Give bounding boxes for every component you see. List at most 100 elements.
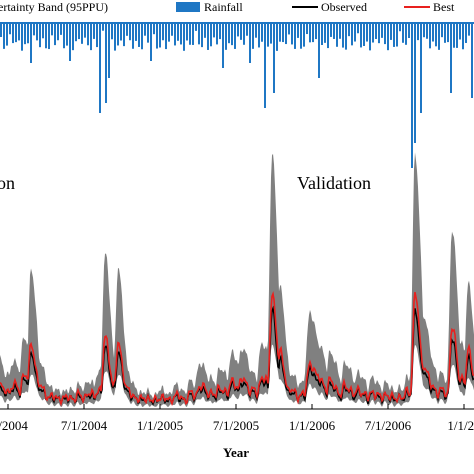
rainfall-bar — [105, 23, 107, 103]
rainfall-bar — [48, 23, 50, 50]
rainfall-bar — [0, 23, 2, 37]
legend: ertainty Band (95PPU) Rainfall Observed … — [0, 0, 455, 14]
rainfall-bar — [297, 23, 299, 38]
rainfall-bar — [279, 23, 281, 42]
rainfall-bar — [225, 23, 227, 50]
rainfall-bar — [267, 23, 269, 47]
rainfall-bar — [12, 23, 14, 44]
rainfall-bar — [120, 23, 122, 41]
rainfall-bar — [294, 23, 296, 49]
x-axis-ticks: /1/2004 7/1/2004 1/1/2005 7/1/2005 1/1/2006 7… — [0, 404, 474, 433]
rainfall-bar — [312, 23, 314, 43]
rainfall-bar — [318, 23, 320, 78]
rainfall-bar — [378, 23, 380, 44]
rainfall-bar — [444, 23, 446, 43]
rainfall-bar — [174, 23, 176, 46]
rainfall-bar — [69, 23, 71, 61]
rainfall-bar — [201, 23, 203, 48]
rainfall-bar — [111, 23, 113, 40]
x-tick-label: 1/1/20 — [447, 418, 474, 433]
rainfall-bar — [108, 23, 110, 78]
rainfall-bar — [276, 23, 278, 51]
rainfall-bar — [420, 23, 422, 113]
rainfall-bar — [240, 23, 242, 40]
legend-label-rainfall: Rainfall — [204, 0, 243, 14]
x-tick-label: 7/1/2006 — [365, 418, 412, 433]
rainfall-bar — [447, 23, 449, 43]
rainfall-bar — [231, 23, 233, 46]
rainfall-bar — [402, 23, 404, 43]
rainfall-bar — [204, 23, 206, 38]
x-tick-label: 1/1/2005 — [137, 418, 183, 433]
rainfall-bar — [453, 23, 455, 48]
rainfall-bar — [441, 23, 443, 38]
rainfall-bar — [57, 23, 59, 41]
best-simulation-series — [0, 291, 474, 407]
rainfall-bar — [327, 23, 329, 49]
rainfall-bar — [438, 23, 440, 50]
rainfall-bar — [39, 23, 41, 48]
rainfall-bar — [228, 23, 230, 44]
rainfall-bar — [195, 23, 197, 31]
legend-label-observed: Observed — [321, 0, 367, 14]
rainfall-bar — [399, 23, 401, 32]
rainfall-bar — [315, 23, 317, 40]
rainfall-bar — [165, 23, 167, 50]
rainfall-bar — [408, 23, 410, 39]
rainfall-bar — [264, 23, 266, 108]
x-axis-title: Year — [223, 445, 249, 460]
rainfall-bar — [96, 23, 98, 48]
x-tick-label: 1/1/2006 — [289, 418, 336, 433]
rainfall-bar — [426, 23, 428, 39]
rainfall-bar — [162, 23, 164, 41]
rainfall-bar — [243, 23, 245, 45]
rainfall-bar — [66, 23, 68, 46]
rainfall-bar — [150, 23, 152, 61]
rainfall-bar — [126, 23, 128, 36]
rainfall-bar — [261, 23, 263, 42]
rainfall-bar — [411, 23, 413, 168]
rainfall-bar — [132, 23, 134, 49]
rainfall-bar — [183, 23, 185, 51]
rainfall-bar — [246, 23, 248, 36]
rainfall-bar — [237, 23, 239, 37]
rainfall-bar — [306, 23, 308, 35]
rainfall-bar — [171, 23, 173, 36]
rainfall-bar — [345, 23, 347, 50]
rainfall-bar — [90, 23, 92, 51]
rainfall-bar — [45, 23, 47, 49]
rainfall-bar — [81, 23, 83, 44]
rainfall-bar — [258, 23, 260, 48]
rainfall-bar — [291, 23, 293, 45]
rainfall-bar — [93, 23, 95, 39]
rainfall-bar — [423, 23, 425, 38]
rainfall-bar — [357, 23, 359, 34]
rainfall-bar — [192, 23, 194, 45]
annotation-calibration: on — [0, 173, 15, 193]
rainfall-bar — [18, 23, 20, 41]
rainfall-bar — [207, 23, 209, 50]
annotation-validation: Validation — [297, 173, 371, 193]
rainfall-bar — [72, 23, 74, 51]
rainfall-bar — [75, 23, 77, 42]
rainfall-bar — [252, 23, 254, 49]
rainfall-bar — [141, 23, 143, 50]
rainfall-bar — [234, 23, 236, 49]
rainfall-bar — [216, 23, 218, 45]
rainfall-bar — [360, 23, 362, 48]
rainfall-bar — [285, 23, 287, 45]
rainfall-bar — [369, 23, 371, 51]
rainfall-bar — [213, 23, 215, 38]
rainfall-bar — [219, 23, 221, 40]
rainfall-bar — [429, 23, 431, 49]
rainfall-bar — [144, 23, 146, 36]
rainfall-bar — [156, 23, 158, 49]
rainfall-bar — [210, 23, 212, 47]
rainfall-bar — [405, 23, 407, 45]
rainfall-bar — [129, 23, 131, 41]
rainfall-bar — [78, 23, 80, 40]
rainfall-bar — [6, 23, 8, 46]
rainfall-bar — [339, 23, 341, 39]
uncertainty-band-area — [0, 152, 474, 407]
rainfall-bar — [186, 23, 188, 41]
